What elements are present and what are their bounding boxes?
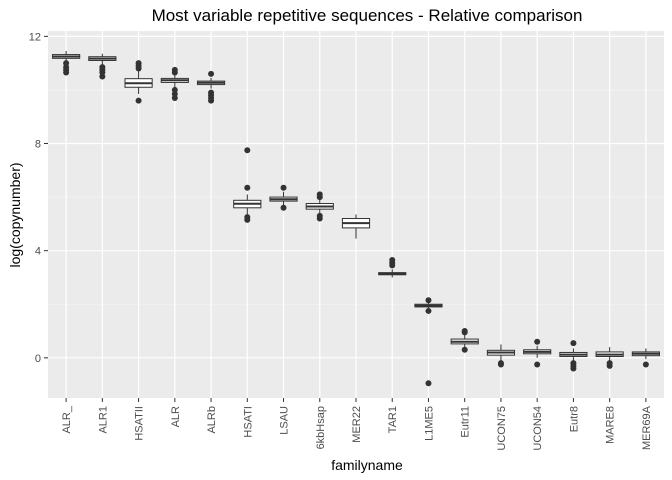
x-tick-label: HSATII xyxy=(134,406,146,441)
y-axis-ticks: 0 4 8 12 xyxy=(29,31,48,365)
box-MER22 xyxy=(341,214,371,239)
box-ALR xyxy=(160,66,189,101)
box-L1ME5 xyxy=(414,297,443,387)
outlier-point xyxy=(642,361,649,368)
x-tick-label: 6kbHsap xyxy=(315,406,327,449)
box-MARE8 xyxy=(595,347,624,369)
x-tick-label: LSAU xyxy=(279,406,291,435)
box-HSATI xyxy=(233,147,262,223)
outlier-point xyxy=(534,338,541,345)
outlier-point xyxy=(425,307,432,314)
x-tick-label: UCON75 xyxy=(496,406,508,451)
chart-title: Most variable repetitive sequences - Rel… xyxy=(152,6,583,25)
x-tick-label: Eutr8 xyxy=(568,406,580,432)
outlier-point xyxy=(99,64,106,71)
outlier-point xyxy=(606,360,613,367)
outlier-point xyxy=(171,66,178,73)
outlier-point xyxy=(425,380,432,387)
box-TAR1 xyxy=(378,257,407,278)
x-tick-label: MARE8 xyxy=(605,406,617,444)
outlier-point xyxy=(389,257,396,264)
outlier-point xyxy=(461,346,468,353)
box-ALR1 xyxy=(88,53,117,80)
box-HSATII xyxy=(124,60,153,104)
box-Eutr8 xyxy=(559,340,588,372)
x-tick-label: UCON54 xyxy=(532,406,544,451)
box-LSAU xyxy=(269,184,298,211)
outlier-point xyxy=(244,147,251,154)
outlier-point xyxy=(534,361,541,368)
box-UCON54 xyxy=(523,338,552,368)
box-ALRb xyxy=(196,70,226,104)
outlier-point xyxy=(280,184,287,191)
box-UCON75 xyxy=(486,344,516,368)
y-axis-title: log(copynumber) xyxy=(7,162,23,267)
x-tick-label: ALR xyxy=(170,406,182,427)
x-tick-label: ALR1 xyxy=(97,406,109,434)
y-tick-label: 4 xyxy=(35,246,41,258)
outlier-point xyxy=(135,60,142,67)
x-tick-label: MER69A xyxy=(641,405,653,450)
x-tick-label: HSATI xyxy=(242,406,254,438)
outlier-point xyxy=(425,297,432,304)
outlier-point xyxy=(316,191,323,198)
box-6kbHsap xyxy=(305,191,334,222)
y-tick-label: 0 xyxy=(35,353,41,365)
box-series xyxy=(52,51,660,387)
outlier-point xyxy=(208,70,215,77)
x-tick-label: ALRb xyxy=(206,406,218,434)
outlier-point xyxy=(570,340,577,347)
x-axis-title: familyname xyxy=(331,457,403,473)
box-Eutr11 xyxy=(450,328,479,353)
outlier-point xyxy=(497,361,504,368)
outlier-point xyxy=(63,60,70,67)
x-tick-label: Eutr11 xyxy=(460,406,472,438)
outlier-point xyxy=(316,212,323,219)
outlier-point xyxy=(280,204,287,211)
outlier-point xyxy=(244,184,251,191)
x-axis-ticks: ALR_ ALR1 HSATII ALR ALRb HSATI LSAU 6kbHsap MER… xyxy=(61,398,653,451)
outlier-point xyxy=(461,328,468,335)
box-ALR_ xyxy=(52,51,81,76)
outlier-point xyxy=(208,89,215,96)
outlier-point xyxy=(171,86,178,93)
x-tick-label: MER22 xyxy=(351,406,363,443)
x-tick-label: TAR1 xyxy=(387,406,399,433)
y-tick-label: 12 xyxy=(29,31,41,43)
box-MER69A xyxy=(631,348,660,368)
x-tick-label: L1ME5 xyxy=(423,406,435,441)
outlier-point xyxy=(244,214,251,221)
y-tick-label: 8 xyxy=(35,139,41,151)
outlier-point xyxy=(135,97,142,104)
x-tick-label: ALR_ xyxy=(61,405,73,433)
outlier-point xyxy=(570,360,577,367)
